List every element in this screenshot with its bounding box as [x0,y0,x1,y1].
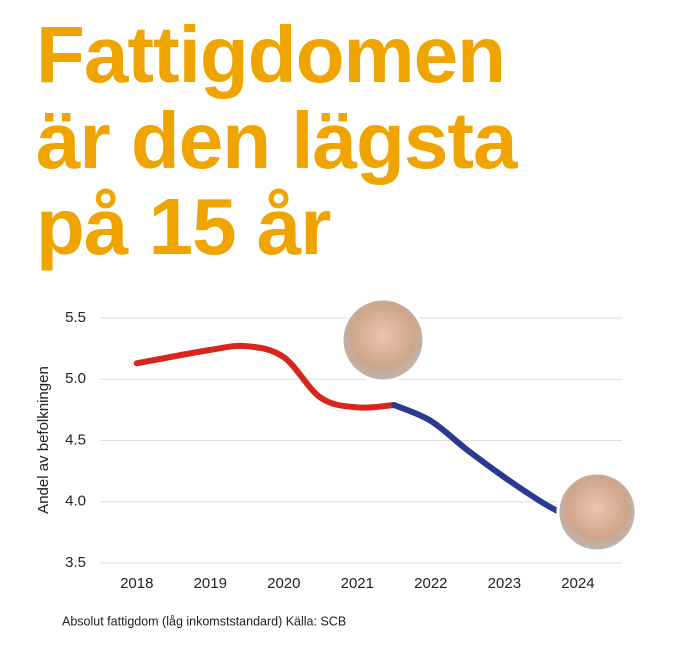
y-axis-label: Andel av befolkningen [35,366,52,514]
y-tick-label: 3.5 [65,554,86,571]
x-tick-label: 2019 [194,575,227,592]
line [391,401,567,517]
y-tick-label: 4.0 [65,493,86,510]
y-tick-label: 5.0 [65,370,86,387]
x-tick-label: 2021 [341,575,374,592]
x-tick-label: 2020 [267,575,300,592]
x-tick-label: 2022 [414,575,447,592]
title-line: på 15 år [36,182,331,271]
title-line: är den lägsta [36,96,518,185]
line [133,342,398,411]
x-tick-label: 2023 [488,575,521,592]
x-tick-label: 2024 [561,575,594,592]
title-line: Fattigdomen [36,10,506,99]
portrait [556,471,638,553]
footnote: Absolut fattigdom (låg inkomststandard) … [62,614,346,628]
chart-title: Fattigdomen är den lägsta på 15 år [36,10,518,271]
portrait [340,297,426,383]
y-tick-label: 4.5 [65,431,86,448]
y-tick-label: 5.5 [65,309,86,326]
x-tick-label: 2018 [120,575,153,592]
